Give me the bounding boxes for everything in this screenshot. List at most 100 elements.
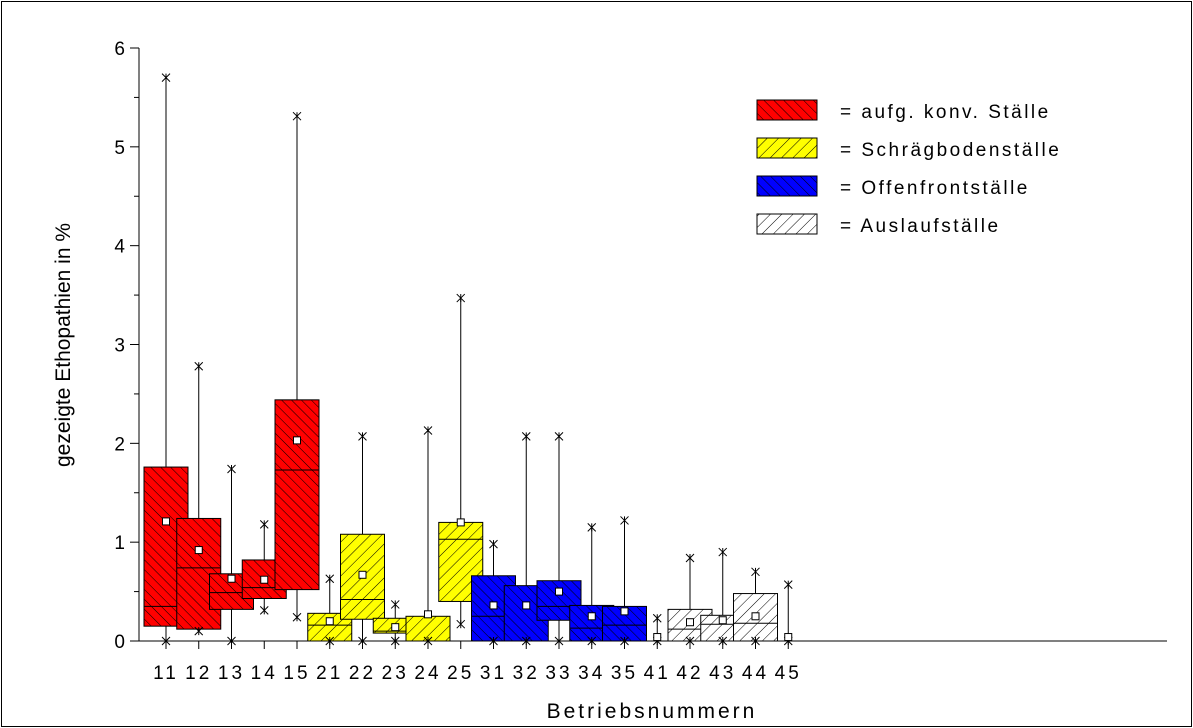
max-marker xyxy=(161,73,171,83)
max-marker xyxy=(620,516,629,525)
mean-marker xyxy=(686,618,694,627)
max-marker xyxy=(489,539,498,549)
mean-marker xyxy=(620,607,629,616)
mean-marker xyxy=(456,518,465,527)
min-marker xyxy=(292,612,302,622)
boxes xyxy=(143,73,811,646)
max-marker xyxy=(652,613,662,623)
box-44 xyxy=(733,567,778,646)
x-axis-label: Betriebsnummern xyxy=(547,700,758,723)
y-tick-label: 0 xyxy=(114,632,125,653)
min-marker xyxy=(521,636,531,646)
min-marker xyxy=(685,636,695,646)
max-marker xyxy=(751,567,760,577)
x-tick-label: 15 xyxy=(283,663,310,684)
mean-marker xyxy=(227,574,236,583)
max-marker xyxy=(554,432,564,441)
legend-item: = Schrägbodenställe xyxy=(756,137,1061,161)
min-marker xyxy=(489,636,498,646)
y-tick-label: 5 xyxy=(114,138,125,159)
legend-swatch xyxy=(756,99,818,121)
legend-item: = aufg. konv. Ställe xyxy=(756,99,1048,123)
box-45 xyxy=(766,580,811,646)
box-33 xyxy=(536,432,582,646)
min-marker xyxy=(456,619,466,629)
min-marker xyxy=(358,636,367,646)
max-marker xyxy=(783,580,793,590)
min-marker xyxy=(325,636,335,646)
x-tick-label: 21 xyxy=(316,663,343,684)
mean-marker xyxy=(293,436,301,445)
mean-marker xyxy=(260,575,269,584)
box-24 xyxy=(405,426,451,646)
mean-marker xyxy=(358,570,367,579)
max-marker xyxy=(325,574,335,584)
min-marker xyxy=(718,636,728,646)
mean-marker xyxy=(587,612,596,621)
mean-marker xyxy=(784,633,793,642)
mean-marker xyxy=(751,612,760,621)
x-tick-label: 13 xyxy=(218,663,245,684)
max-marker xyxy=(292,111,302,121)
box-35 xyxy=(602,516,647,646)
box-15 xyxy=(274,111,320,622)
y-tick-label: 6 xyxy=(114,39,125,60)
legend-label: = Schrägbodenställe xyxy=(840,140,1061,161)
x-tick-label: 44 xyxy=(742,663,769,684)
max-marker xyxy=(423,426,433,435)
y-axis-label: gezeigte Ethopathien in % xyxy=(52,223,75,467)
max-marker xyxy=(521,432,531,441)
max-marker xyxy=(456,293,466,303)
legend-swatch xyxy=(756,213,818,235)
legend-item: = Offenfrontställe xyxy=(756,175,1030,199)
box-22 xyxy=(340,432,385,646)
min-marker xyxy=(423,636,433,646)
legend-swatch xyxy=(756,137,818,159)
mean-marker xyxy=(718,616,727,625)
x-tick-label: 45 xyxy=(775,663,802,684)
x-tick-label: 35 xyxy=(611,663,638,684)
mean-marker xyxy=(555,587,563,596)
x-tick-label: 31 xyxy=(480,663,507,684)
x-tick-label: 41 xyxy=(644,663,671,684)
mean-marker xyxy=(424,610,432,619)
min-marker xyxy=(554,636,564,646)
y-tick-label: 4 xyxy=(114,237,125,258)
min-marker xyxy=(587,636,597,646)
max-marker xyxy=(259,520,269,529)
x-tick-label: 25 xyxy=(447,663,474,684)
mean-marker xyxy=(522,601,531,610)
min-marker xyxy=(620,636,629,646)
legend-swatch xyxy=(756,175,818,197)
max-marker xyxy=(390,600,400,609)
min-marker xyxy=(259,606,269,615)
max-marker xyxy=(358,432,367,441)
min-marker xyxy=(390,636,400,646)
max-marker xyxy=(587,522,597,532)
x-tick-label: 23 xyxy=(382,663,409,684)
mean-marker xyxy=(325,617,334,626)
x-tick-label: 12 xyxy=(185,663,212,684)
x-tick-label: 34 xyxy=(578,663,605,684)
min-marker xyxy=(751,636,760,646)
mean-marker xyxy=(489,601,498,610)
legend: = aufg. konv. Ställe = Schrägbodenställe =… xyxy=(756,99,1061,237)
max-marker xyxy=(194,361,204,371)
mean-marker xyxy=(194,546,203,555)
x-tick-label: 22 xyxy=(349,663,376,684)
max-marker xyxy=(685,553,695,563)
x-tick-label: 14 xyxy=(251,663,278,684)
mean-marker xyxy=(653,633,662,642)
legend-label: = Offenfrontställe xyxy=(840,178,1030,199)
y-tick-label: 3 xyxy=(114,336,125,357)
legend-label: = Auslaufställe xyxy=(840,216,1001,237)
y-tick-label: 1 xyxy=(114,533,125,554)
box-iqr xyxy=(274,399,320,591)
x-tick-label: 33 xyxy=(545,663,572,684)
max-marker xyxy=(718,547,728,557)
legend-item: = Auslaufställe xyxy=(756,213,1001,237)
mean-marker xyxy=(391,623,400,632)
x-tick-label: 32 xyxy=(513,663,540,684)
min-marker xyxy=(161,636,171,646)
box-25 xyxy=(438,293,484,629)
